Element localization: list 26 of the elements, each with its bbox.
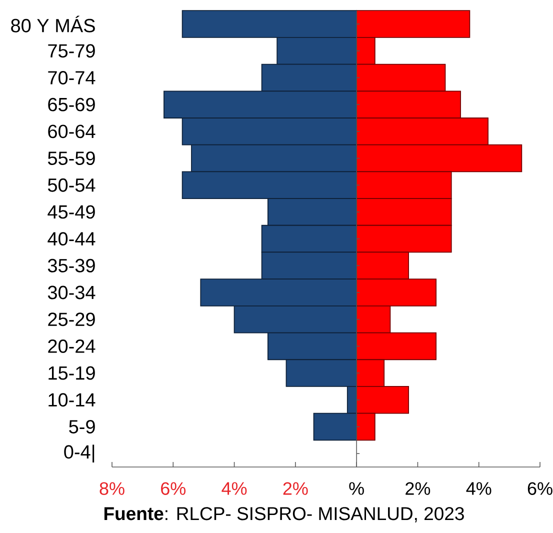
x-tick-label: 2% bbox=[283, 482, 308, 495]
y-tick-label: 65-69 bbox=[48, 98, 95, 112]
y-tick-label: 60-64 bbox=[48, 124, 96, 138]
x-tick-label: % bbox=[349, 482, 364, 495]
y-tick-label: 25-29 bbox=[48, 312, 95, 326]
x-tick-label: 6% bbox=[528, 482, 552, 495]
y-tick-label: 70-74 bbox=[48, 70, 96, 84]
y-tick-label: 40-44 bbox=[48, 232, 96, 246]
x-tick-label: 8% bbox=[100, 482, 124, 495]
y-tick-label: 10-14 bbox=[48, 393, 96, 407]
y-tick-label: 0-4| bbox=[64, 444, 94, 462]
y-tick-label: 15-19 bbox=[48, 366, 95, 380]
x-tick-label: 2% bbox=[406, 482, 430, 495]
y-tick-label: 55-59 bbox=[48, 152, 95, 165]
y-tick-label: 5-9 bbox=[69, 420, 95, 434]
x-tick-label: 4% bbox=[466, 482, 492, 495]
y-tick-label: 80 Y MÁS bbox=[11, 16, 95, 32]
x-tick-label: 4% bbox=[222, 482, 247, 495]
y-tick-label: 75-79 bbox=[48, 44, 95, 58]
y-tick-label: 30-34 bbox=[48, 286, 96, 300]
y-tick-label: 35-39 bbox=[48, 258, 95, 272]
y-tick-label: 45-49 bbox=[48, 205, 95, 219]
y-tick-label: 20-24 bbox=[48, 339, 96, 353]
x-tick-label: 6% bbox=[161, 482, 186, 495]
y-tick-label: 50-54 bbox=[48, 178, 96, 192]
text: Fuente: RLCP- SISPRO- MISANLUD, 2023 bbox=[104, 507, 464, 522]
